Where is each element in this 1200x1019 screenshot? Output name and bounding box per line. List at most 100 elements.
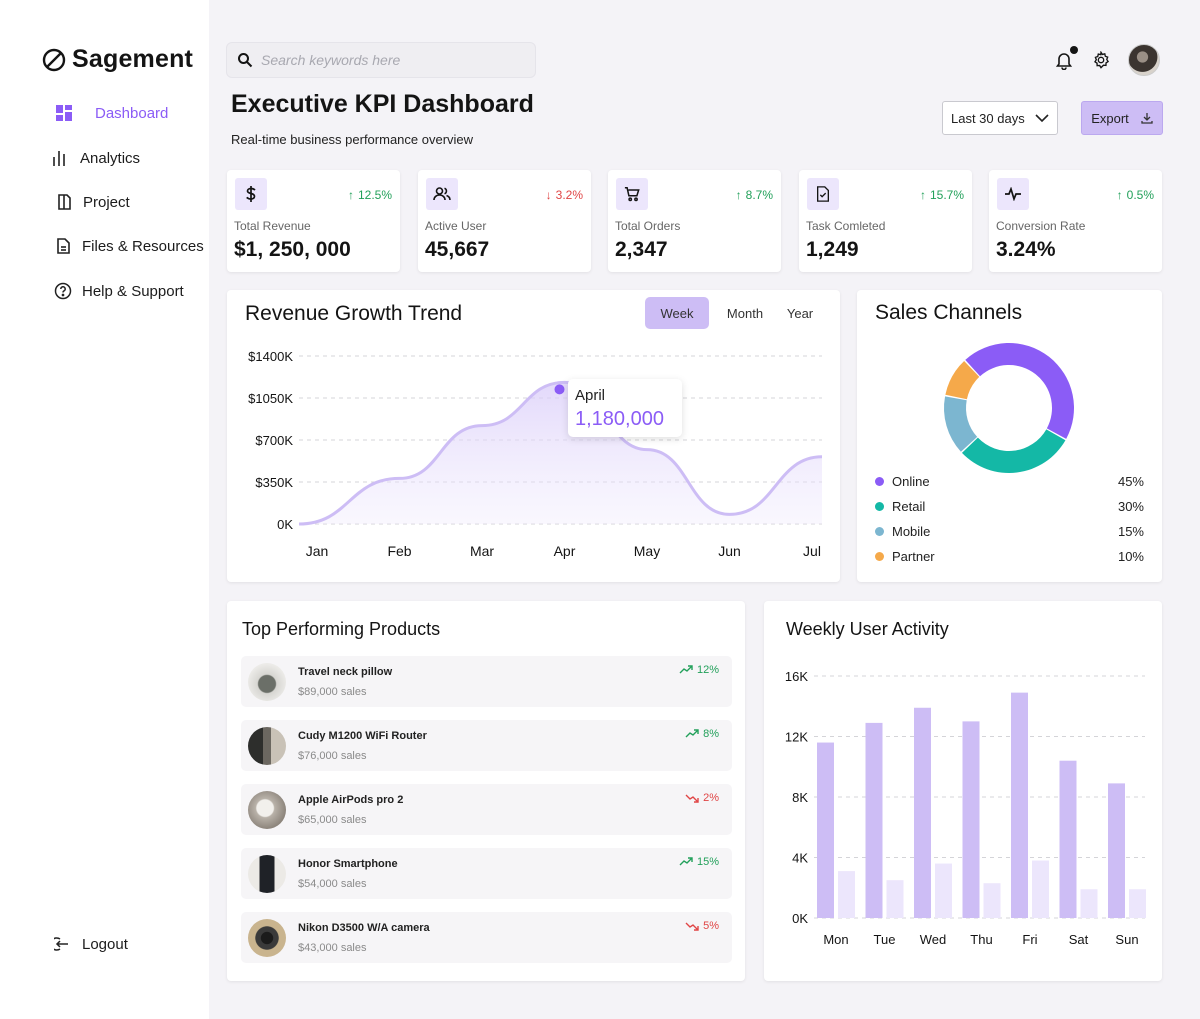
x-tick-label: Jan: [306, 543, 329, 559]
product-row[interactable]: Apple AirPods pro 2 $65,000 sales 2%: [241, 784, 732, 835]
legend-label: Retail: [892, 499, 926, 514]
legend-item: Partner 10%: [875, 549, 1144, 564]
tab-month[interactable]: Month: [726, 305, 764, 321]
products-panel: Top Performing Products Travel neck pill…: [227, 601, 745, 981]
kpi-change: ↑ 12.5%: [348, 188, 392, 202]
product-sales: $89,000 sales: [298, 686, 367, 698]
product-thumbnail: [248, 855, 286, 893]
file-check-icon: [817, 186, 829, 202]
legend-pct: 30%: [1117, 499, 1144, 514]
gear-icon[interactable]: [1092, 51, 1110, 69]
y-tick-label: 0K: [792, 911, 808, 926]
bar-primary: [914, 707, 931, 918]
sidebar-item-files[interactable]: Files & Resources: [54, 237, 204, 255]
kpi-card-revenue[interactable]: ↑ 12.5% Total Revenue $1, 250, 000: [227, 170, 400, 272]
kpi-change: ↑ 0.5%: [1117, 188, 1154, 202]
avatar[interactable]: [1128, 44, 1160, 76]
notifications-button[interactable]: [1054, 46, 1078, 71]
kpi-value: 2,347: [615, 238, 668, 261]
product-sales: $43,000 sales: [298, 942, 367, 954]
kpi-card-tasks[interactable]: ↑ 15.7% Task Comleted 1,249: [799, 170, 972, 272]
bar-secondary: [983, 883, 1001, 918]
product-sales: $54,000 sales: [298, 878, 367, 890]
sidebar-item-label: Help & Support: [82, 282, 184, 300]
product-trend-value: 8%: [703, 728, 719, 740]
legend-dot: [875, 527, 884, 536]
x-tick-label: Sat: [1069, 932, 1089, 947]
x-tick-label: Mon: [823, 932, 848, 947]
product-thumbnail: [248, 663, 286, 701]
tab-year[interactable]: Year: [786, 305, 814, 321]
x-tick-label: Thu: [970, 932, 992, 947]
legend-dot: [875, 502, 884, 511]
x-tick-label: Sun: [1115, 932, 1138, 947]
kpi-card-conversion[interactable]: ↑ 0.5% Conversion Rate 3.24%: [989, 170, 1162, 272]
trend-down-icon: [685, 922, 699, 931]
bar-primary: [817, 742, 834, 918]
logout-label: Logout: [82, 935, 128, 953]
kpi-label: Task Comleted: [806, 219, 886, 233]
logout-icon: [54, 937, 68, 951]
sidebar-item-project[interactable]: Project: [55, 193, 130, 211]
kpi-card-orders[interactable]: ↑ 8.7% Total Orders 2,347: [608, 170, 781, 272]
kpi-change-value: 3.2%: [555, 188, 583, 202]
product-row[interactable]: Cudy M1200 WiFi Router $76,000 sales 8%: [241, 720, 732, 771]
weekly-activity-title: Weekly User Activity: [786, 619, 949, 639]
y-tick-label: $700K: [255, 433, 293, 448]
product-trend: 15%: [679, 856, 719, 868]
product-name: Cudy M1200 WiFi Router: [298, 730, 427, 742]
kpi-label: Conversion Rate: [996, 219, 1086, 233]
sidebar-item-dashboard[interactable]: Dashboard: [55, 104, 168, 122]
help-icon: [54, 282, 72, 300]
product-name: Travel neck pillow: [298, 666, 393, 678]
page-title: Executive KPI Dashboard: [231, 90, 534, 118]
kpi-change-value: 12.5%: [357, 188, 392, 202]
product-sales: $76,000 sales: [298, 750, 367, 762]
bar-primary: [865, 722, 883, 918]
donut-slice-partner: [945, 360, 980, 400]
product-row[interactable]: Honor Smartphone $54,000 sales 15%: [241, 848, 732, 899]
kpi-change: ↑ 8.7%: [736, 188, 773, 202]
product-row[interactable]: Travel neck pillow $89,000 sales 12%: [241, 656, 732, 707]
y-tick-label: $350K: [255, 475, 293, 490]
kpi-icon-box: [997, 178, 1029, 210]
arrow-up-icon: ↑: [919, 188, 926, 202]
tooltip-marker: [554, 384, 565, 395]
y-tick-label: 16K: [785, 669, 808, 684]
kpi-icon-box: [807, 178, 839, 210]
kpi-icon-box: [616, 178, 648, 210]
sidebar-item-help[interactable]: Help & Support: [54, 282, 184, 300]
date-range-select[interactable]: Last 30 days: [942, 101, 1058, 135]
kpi-change-value: 8.7%: [745, 188, 773, 202]
sidebar-item-label: Files & Resources: [82, 237, 204, 255]
logo[interactable]: Sagement: [42, 45, 193, 74]
revenue-area: [299, 382, 822, 524]
export-button[interactable]: Export: [1081, 101, 1163, 135]
search-input[interactable]: [261, 52, 521, 68]
search-bar[interactable]: [226, 42, 536, 78]
bar-primary: [1108, 783, 1125, 918]
pulse-icon: [1005, 187, 1021, 201]
sidebar-item-analytics[interactable]: Analytics: [52, 149, 140, 167]
chevron-down-icon: [1035, 114, 1049, 123]
bar-secondary: [935, 863, 952, 918]
product-row[interactable]: Nikon D3500 W/A camera $43,000 sales 5%: [241, 912, 732, 963]
revenue-chart-panel: Revenue Growth Trend Week Month Year $14…: [227, 290, 840, 582]
tab-week[interactable]: Week: [645, 297, 709, 329]
sidebar-item-label: Analytics: [80, 149, 141, 167]
product-name: Apple AirPods pro 2: [298, 794, 404, 806]
sidebar: Sagement Dashboard Analytics Project Fil…: [0, 0, 209, 1019]
sales-channels-title: Sales Channels: [875, 301, 1023, 324]
x-tick-label: Wed: [920, 932, 947, 947]
x-tick-label: Feb: [387, 543, 411, 559]
notification-dot: [1070, 46, 1078, 54]
sales-channels-panel: Sales Channels Online 45% Retail 30% Mob…: [857, 290, 1162, 582]
sidebar-item-label: Dashboard: [95, 104, 169, 122]
logout-button[interactable]: Logout: [54, 935, 128, 953]
tooltip-value: 1,180,000: [575, 408, 664, 430]
grid-icon: [56, 105, 72, 121]
x-tick-label: Jul: [803, 543, 821, 559]
bar-primary: [962, 721, 980, 918]
kpi-card-users[interactable]: ↓ 3.2% Active User 45,667: [418, 170, 591, 272]
product-thumbnail: [248, 919, 286, 957]
